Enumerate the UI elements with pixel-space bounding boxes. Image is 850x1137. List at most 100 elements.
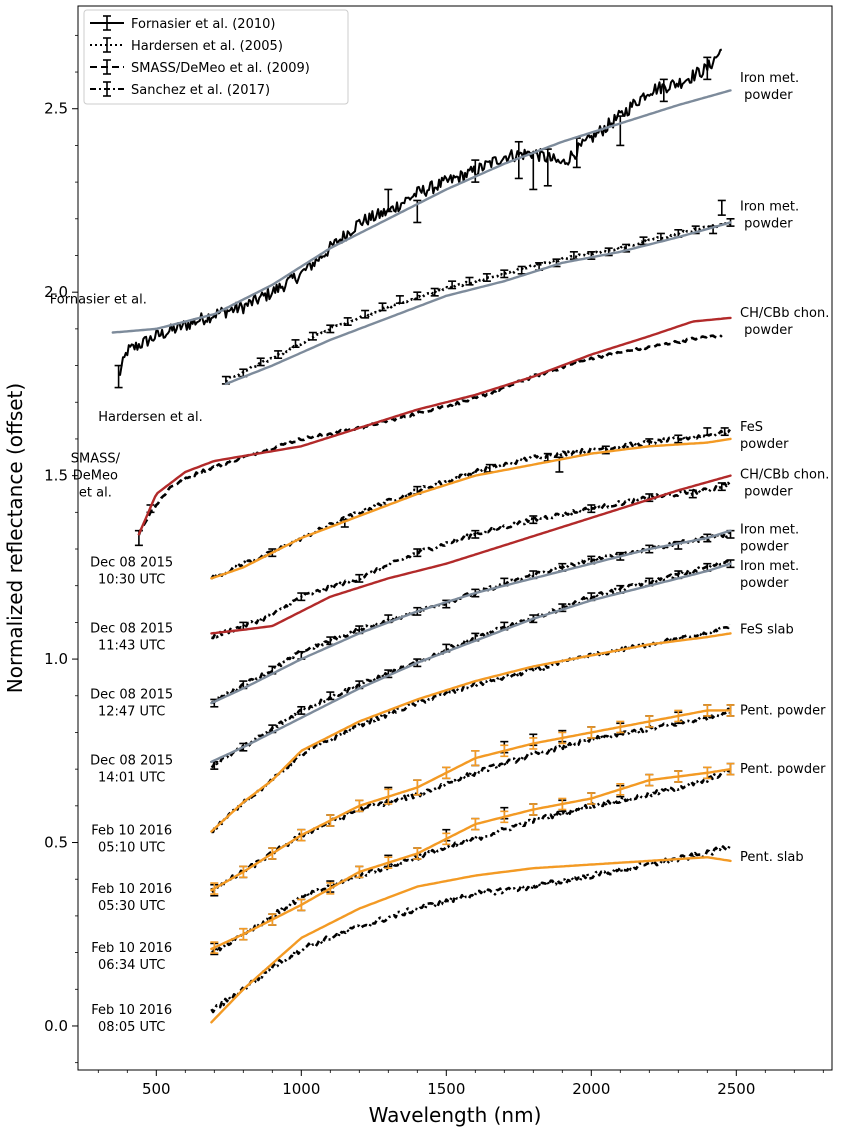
left-label: SMASS/DeMeo et al. (71, 452, 121, 501)
spectrum-group (111, 48, 732, 389)
right-label-line: powder (740, 576, 789, 591)
x-axis-title: Wavelength (nm) (369, 1103, 542, 1127)
annotations: Fornasier et al. Hardersen et al. SMASS/De… (50, 71, 830, 1035)
left-label-line: Dec 08 2015 (90, 754, 173, 769)
observed-spectrum-line (210, 844, 732, 1014)
model-spectrum-line (210, 529, 732, 705)
left-label-line: 10:30 UTC (98, 573, 165, 588)
right-label: Pent. powder (740, 762, 826, 777)
spectrum-group (210, 704, 735, 897)
left-label: Feb 10 2016 05:10 UTC (91, 823, 172, 855)
plot-area (111, 48, 735, 1024)
left-label: Feb 10 2016 05:30 UTC (91, 882, 172, 914)
left-label-line: Dec 08 2015 (90, 688, 173, 703)
x-tick-label: 2500 (717, 1080, 755, 1098)
right-label-line: Iron met. (740, 71, 799, 86)
right-label-line: FeS (740, 420, 763, 435)
right-label-line: Pent. powder (740, 703, 826, 718)
legend-box (83, 9, 349, 105)
right-label-line: Iron met. (740, 523, 799, 538)
model-spectrum-line (224, 221, 732, 386)
left-label-line: 06:34 UTC (98, 958, 165, 973)
left-label-line: 08:05 UTC (98, 1020, 165, 1035)
left-label: Hardersen et al. (98, 410, 203, 425)
model-spectrum-line (210, 632, 732, 833)
right-label: FeS powder (740, 420, 789, 452)
x-tick-label: 2000 (572, 1080, 610, 1098)
right-label: Iron met. powder (740, 523, 799, 555)
observed-spectrum-line (211, 481, 731, 640)
right-label: Pent. powder (740, 703, 826, 718)
legend-label: Fornasier et al. (2010) (131, 17, 275, 32)
left-label-line: Dec 08 2015 (90, 556, 173, 571)
spectrum-group (221, 199, 735, 386)
left-label: Dec 08 2015 10:30 UTC (90, 556, 173, 588)
left-label-line: Feb 10 2016 (91, 823, 172, 838)
right-label: CH/CBb chon. powder (740, 306, 829, 338)
left-label-line: SMASS/ (71, 452, 121, 467)
observed-spectrum-line (210, 707, 732, 893)
model-spectrum-line (210, 437, 732, 580)
model-spectrum-line (210, 562, 732, 763)
left-label: Feb 10 2016 06:34 UTC (91, 941, 172, 973)
right-label-line: powder (740, 484, 793, 499)
right-label-line: Iron met. (740, 200, 799, 215)
left-label-line: 05:30 UTC (98, 899, 165, 914)
left-label-line: Feb 10 2016 (91, 1003, 172, 1018)
right-label: Iron met. powder (740, 559, 799, 591)
left-label-line: 11:43 UTC (98, 639, 165, 654)
y-axis-title: Normalized reflectance (offset) (3, 383, 27, 693)
right-label-line: FeS slab (740, 623, 794, 638)
right-label-line: powder (740, 540, 789, 555)
right-label: Pent. slab (740, 850, 804, 865)
legend-label: SMASS/DeMeo et al. (2009) (131, 61, 310, 76)
spectrum-group (210, 427, 732, 581)
right-label: Iron met. powder (740, 71, 799, 103)
left-label-line: 12:47 UTC (98, 705, 165, 720)
right-label-line: powder (740, 323, 793, 338)
right-label-line: CH/CBb chon. (740, 467, 829, 482)
spectrum-group (210, 559, 735, 770)
legend: Fornasier et al. (2010) Hardersen et al. … (83, 9, 349, 105)
model-spectrum-line (210, 709, 732, 892)
right-label-line: powder (740, 88, 793, 103)
spectrum-group (210, 844, 732, 1024)
plot-frame (77, 5, 833, 1071)
left-label-line: 14:01 UTC (98, 771, 165, 786)
left-label: Feb 10 2016 08:05 UTC (91, 1003, 172, 1035)
model-spectrum-line (137, 316, 732, 536)
observed-spectrum-line (210, 428, 731, 581)
legend-label: Sanchez et al. (2017) (131, 83, 270, 98)
right-label-line: powder (740, 437, 789, 452)
right-label-line: Iron met. (740, 559, 799, 574)
y-tick-label: 2.0 (44, 283, 68, 301)
x-tick-label: 500 (142, 1080, 171, 1098)
y-tick-label: 2.5 (44, 100, 68, 118)
spectrum-group (210, 474, 732, 640)
spectrum-group (210, 623, 732, 834)
right-label: CH/CBb chon. powder (740, 467, 829, 499)
left-label: Dec 08 2015 11:43 UTC (90, 622, 173, 654)
left-label-line: Feb 10 2016 (91, 882, 172, 897)
observed-spectrum-line (137, 333, 723, 536)
model-spectrum-line (210, 474, 732, 635)
observed-spectrum-line (211, 767, 731, 954)
spectrum-group (210, 529, 735, 708)
y-tick-label: 1.5 (44, 467, 68, 485)
y-tick-label: 1.0 (44, 650, 68, 668)
left-label-line: DeMeo (73, 469, 118, 484)
right-label-line: powder (740, 217, 793, 232)
model-spectrum-line (210, 856, 732, 1024)
right-label: FeS slab (740, 623, 794, 638)
right-label-line: CH/CBb chon. (740, 306, 829, 321)
right-label: Iron met. powder (740, 200, 799, 232)
spectrum-group (134, 316, 732, 547)
left-label: Dec 08 2015 14:01 UTC (90, 754, 173, 786)
left-label: Fornasier et al. (50, 293, 147, 308)
model-spectrum-line (210, 767, 732, 951)
y-tick-label: 0.0 (44, 1017, 68, 1035)
model-spectrum-line (111, 89, 732, 334)
